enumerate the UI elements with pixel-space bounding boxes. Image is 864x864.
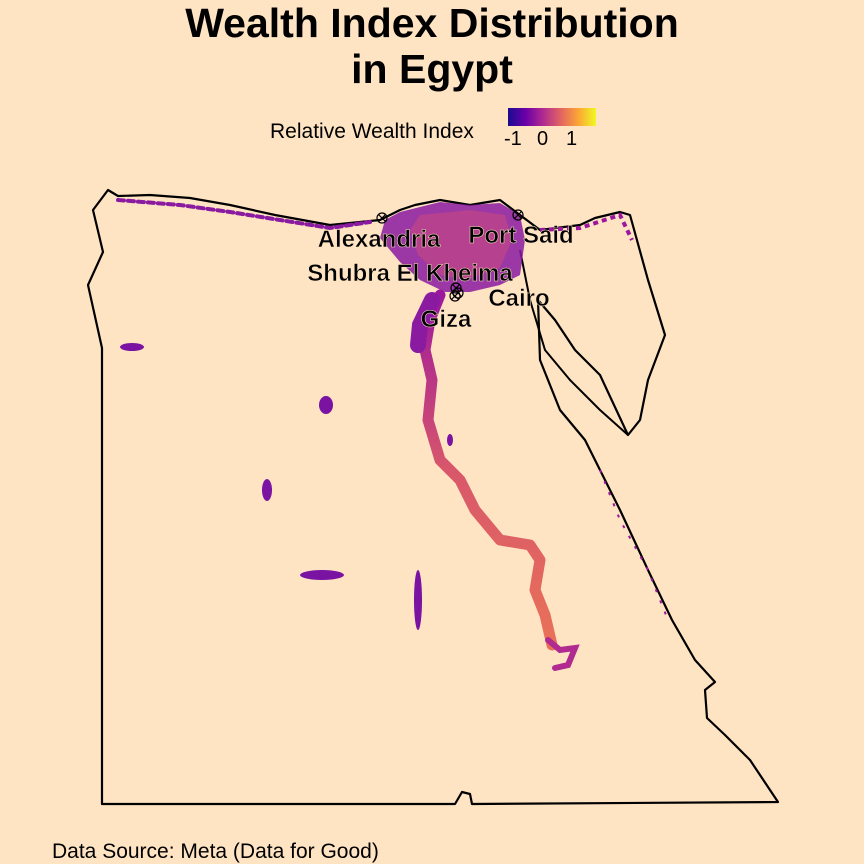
- legend-title: Relative Wealth Index: [270, 120, 474, 143]
- label-alexandria: Alexandria: [318, 226, 441, 253]
- oasis-dakhla: [300, 570, 344, 580]
- legend-tick-max: 1: [566, 128, 578, 150]
- western-oases: [120, 343, 453, 630]
- legend-tick-mid: 0: [537, 128, 549, 150]
- nile-valley-upper: [410, 292, 440, 353]
- marker-alexandria: [376, 212, 388, 224]
- label-giza: Giza: [421, 306, 472, 333]
- data-source-caption: Data Source: Meta (Data for Good): [52, 840, 379, 863]
- marker-giza: [449, 290, 461, 302]
- oasis-bahariya: [319, 396, 333, 414]
- title-line-1: Wealth Index Distribution: [185, 0, 679, 46]
- aswan-region: [545, 637, 580, 671]
- oasis-siwa: [120, 343, 144, 351]
- city-markers: [376, 209, 524, 302]
- oasis-east-1: [447, 434, 453, 446]
- oasis-farafra: [262, 479, 272, 501]
- label-cairo: Cairo: [488, 285, 549, 312]
- north-coast-strip: [116, 198, 372, 231]
- nile-valley: [419, 289, 558, 651]
- marker-port-said: [512, 209, 524, 221]
- legend-tick-min: -1: [504, 128, 522, 150]
- color-legend: Relative Wealth Index -1 0 1: [270, 108, 630, 152]
- title-line-2: in Egypt: [351, 46, 513, 92]
- egypt-border: [86, 188, 780, 806]
- label-port-said: Port Said: [468, 222, 573, 249]
- oasis-kharga: [414, 570, 422, 630]
- legend-color-bar: [508, 108, 596, 126]
- sinai-coast-strip: [539, 212, 634, 241]
- map-title: Wealth Index Distribution in Egypt: [0, 0, 864, 92]
- sinai-gulf-line: [519, 249, 629, 436]
- label-shubra-el-kheima: Shubra El Kheima: [307, 260, 513, 287]
- nile-delta-highlight: [410, 210, 512, 280]
- red-sea-coast-strip: [599, 469, 669, 621]
